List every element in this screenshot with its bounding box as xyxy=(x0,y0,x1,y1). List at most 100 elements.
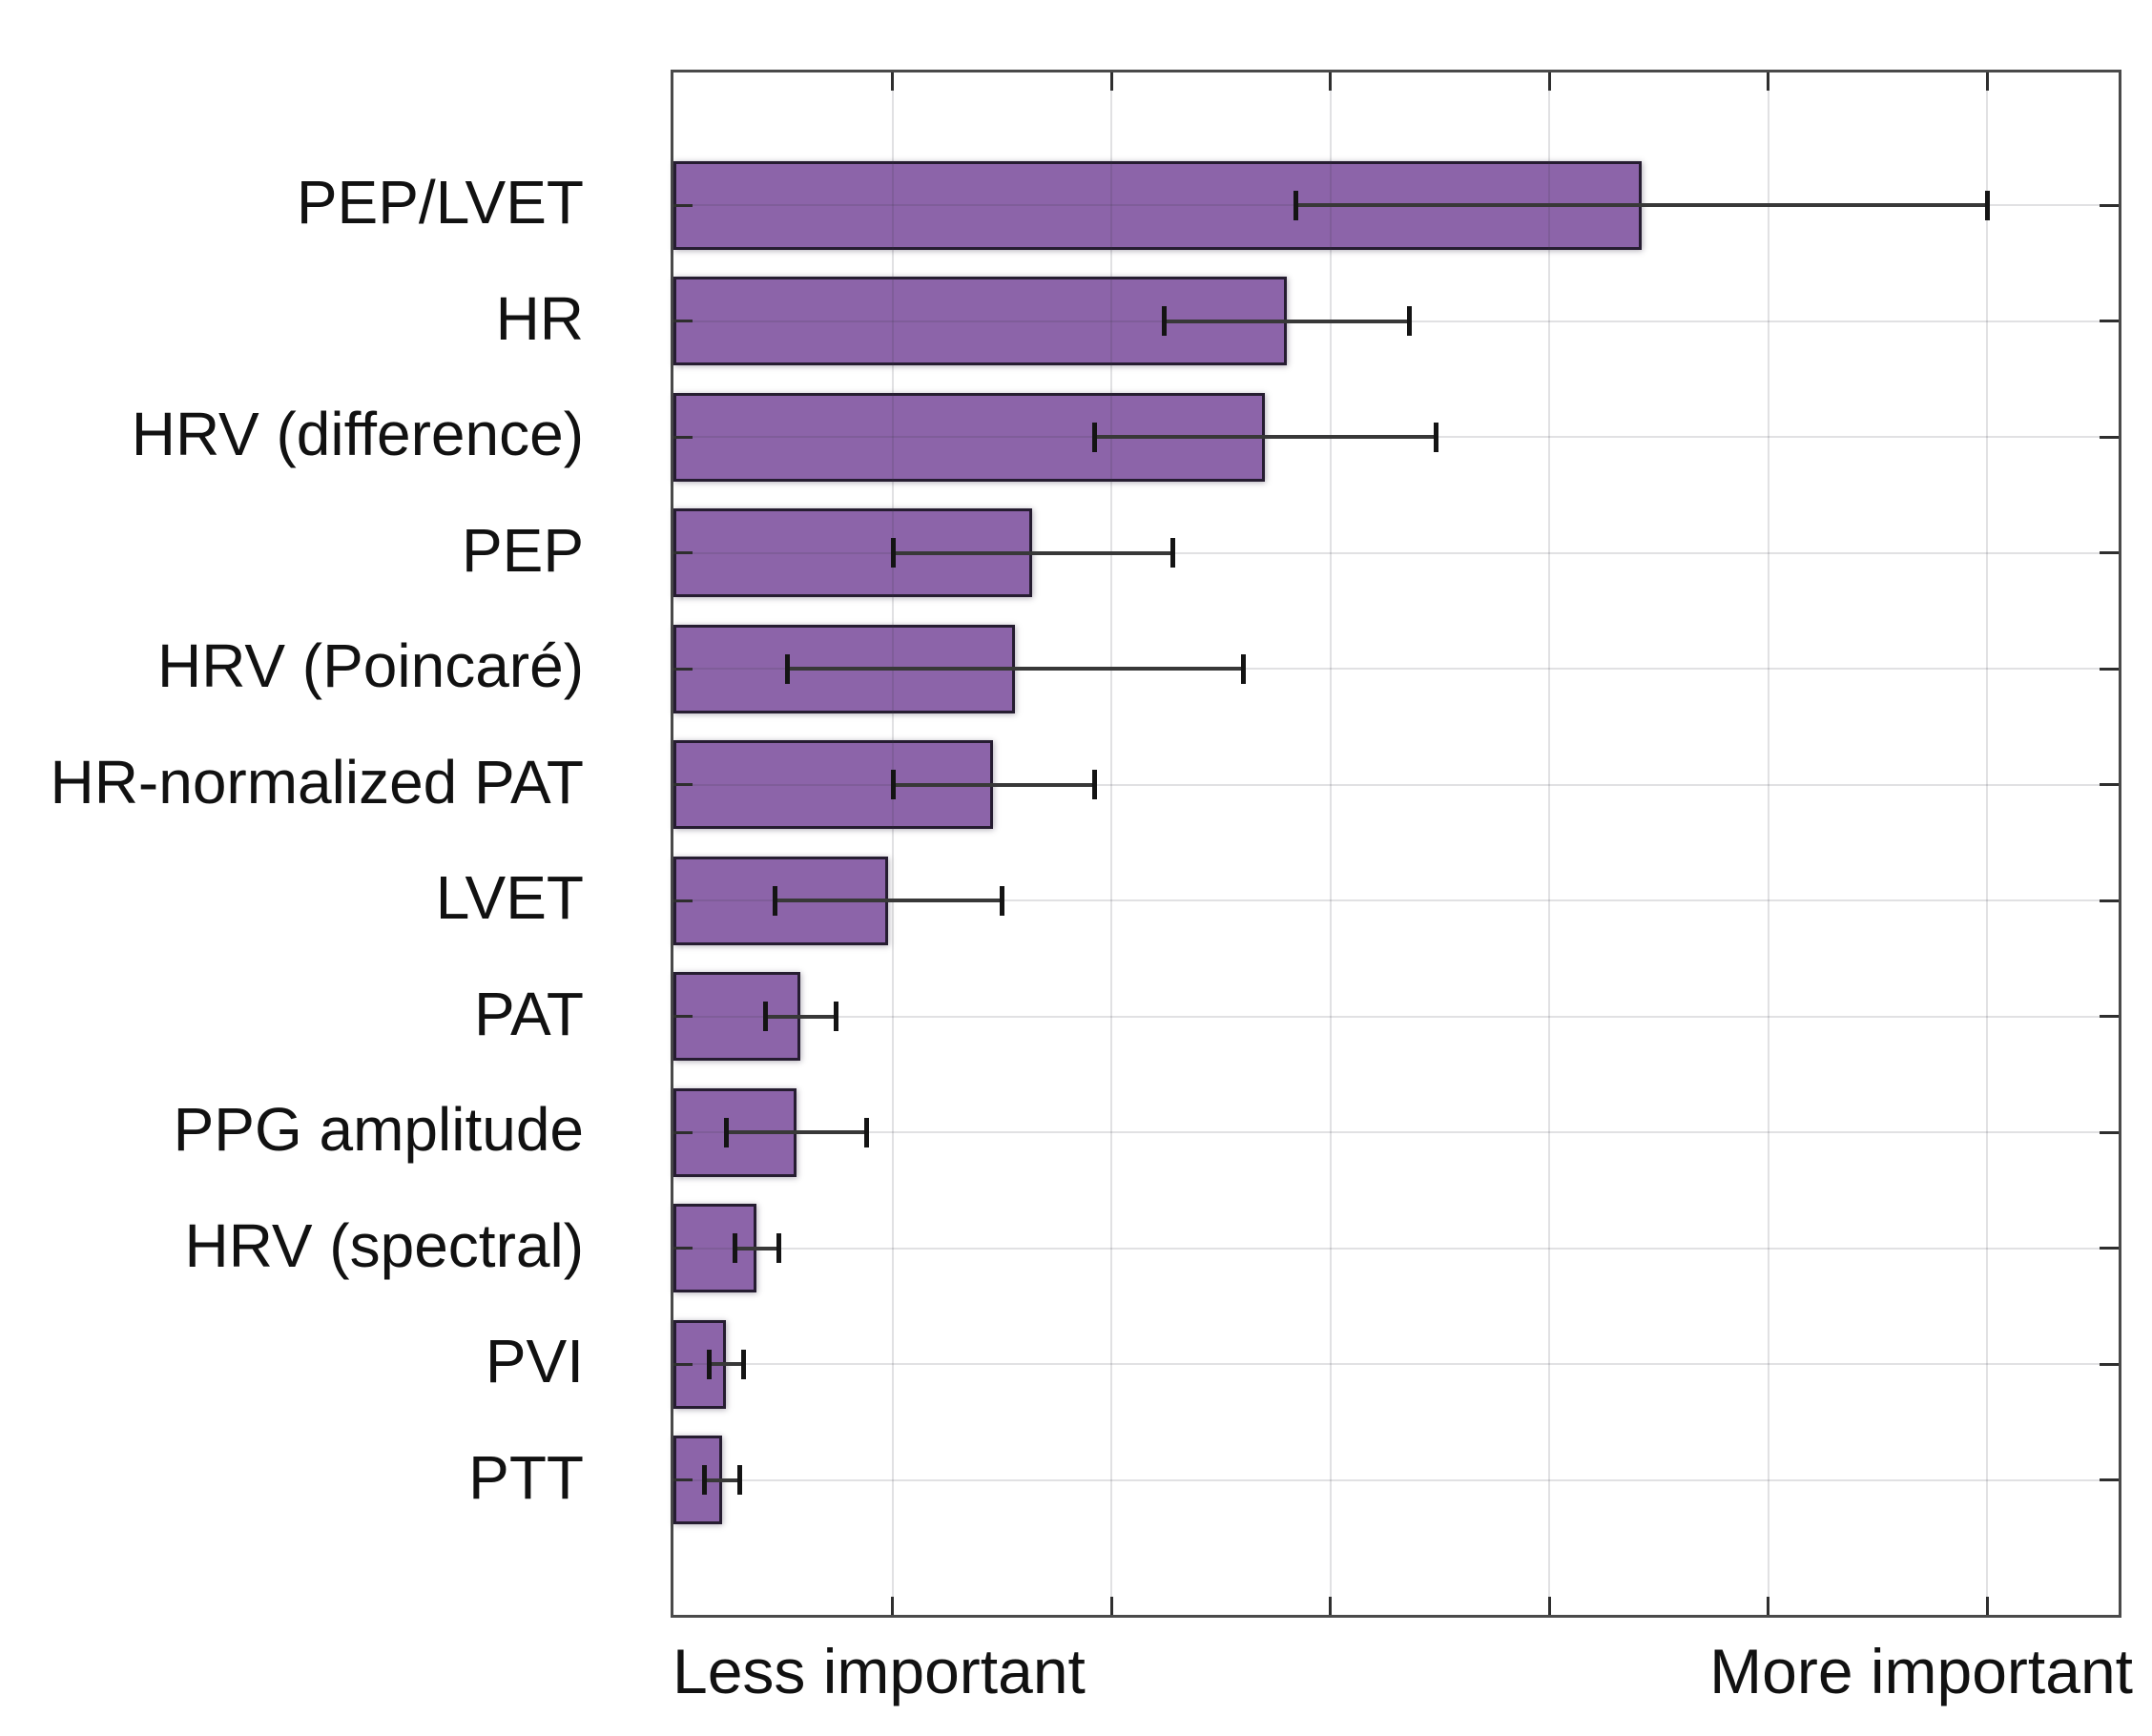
grid-line-horizontal xyxy=(673,1131,2119,1133)
y-tick-left xyxy=(673,435,693,439)
error-bar-cap-low xyxy=(733,1233,738,1263)
y-tick-label: LVET xyxy=(435,863,584,932)
y-tick-left xyxy=(673,551,693,554)
error-bar-cap-high xyxy=(1170,538,1176,568)
y-tick-label: PEP/LVET xyxy=(296,168,584,237)
y-tick-right xyxy=(2100,1015,2119,1018)
error-bar-cap-high xyxy=(864,1117,869,1147)
grid-line-vertical xyxy=(1986,72,1989,1615)
grid-line-horizontal xyxy=(673,551,2119,554)
error-bar-cap-low xyxy=(1091,422,1097,452)
error-bar-line xyxy=(892,782,1094,787)
x-tick-bottom xyxy=(1547,1597,1551,1615)
error-bar-line xyxy=(774,899,1003,902)
y-tick-left xyxy=(673,783,693,786)
y-tick-right xyxy=(2100,1247,2119,1250)
x-tick-top xyxy=(1767,72,1770,91)
grid-line-horizontal xyxy=(673,783,2119,786)
error-bar-cap-low xyxy=(890,538,896,568)
error-bar-cap-low xyxy=(702,1465,708,1495)
y-tick-label: PAT xyxy=(474,979,584,1048)
grid-line-horizontal xyxy=(673,1247,2119,1250)
y-tick-label: PVI xyxy=(485,1327,584,1395)
x-tick-bottom xyxy=(1767,1597,1770,1615)
error-bar-line xyxy=(765,1014,836,1019)
error-bar-cap-high xyxy=(1091,770,1097,799)
bar xyxy=(673,277,1287,365)
grid-line-horizontal xyxy=(673,668,2119,670)
error-bar-line xyxy=(892,550,1173,555)
y-tick-left xyxy=(673,1247,693,1250)
error-bar-cap-high xyxy=(776,1233,782,1263)
y-tick-left xyxy=(673,1130,693,1134)
x-axis-label-more-important: More important xyxy=(1709,1636,2133,1706)
error-bar-cap-low xyxy=(1293,190,1298,220)
y-tick-left xyxy=(673,667,693,671)
y-tick-right xyxy=(2100,1130,2119,1134)
y-tick-label: PPG amplitude xyxy=(173,1095,584,1164)
grid-line-horizontal xyxy=(673,1478,2119,1481)
y-tick-label: PTT xyxy=(468,1442,584,1512)
error-bar-cap-high xyxy=(1407,306,1413,336)
x-tick-bottom xyxy=(1109,1597,1113,1615)
error-bar-cap-high xyxy=(1433,422,1438,452)
error-bar-cap-high xyxy=(833,1002,838,1031)
error-bar-cap-low xyxy=(1162,306,1168,336)
error-bar-cap-high xyxy=(1000,885,1005,916)
y-tick-right xyxy=(2100,320,2119,322)
error-bar-cap-low xyxy=(890,770,896,799)
y-tick-label: HRV (Poincaré) xyxy=(157,631,584,700)
x-tick-top xyxy=(1329,72,1333,91)
grid-line-horizontal xyxy=(673,1015,2119,1018)
y-tick-left xyxy=(673,1015,693,1018)
grid-line-vertical xyxy=(1329,72,1332,1615)
error-bar-line xyxy=(708,1362,744,1366)
y-tick-right xyxy=(2100,899,2119,902)
y-tick-right xyxy=(2100,203,2119,207)
error-bar-cap-low xyxy=(706,1349,712,1379)
error-bar-line xyxy=(787,667,1243,671)
y-tick-left xyxy=(673,899,693,902)
y-tick-right xyxy=(2100,783,2119,786)
y-tick-right xyxy=(2100,1478,2119,1481)
y-tick-label: PEP xyxy=(461,515,584,585)
error-bar-line xyxy=(1093,435,1436,439)
x-tick-bottom xyxy=(1985,1597,1989,1615)
grid-line-vertical xyxy=(1548,72,1551,1615)
error-bar-line xyxy=(726,1130,866,1134)
y-tick-label: HR xyxy=(495,283,584,353)
grid-line-vertical xyxy=(891,72,894,1615)
x-axis-label-less-important: Less important xyxy=(672,1636,1086,1706)
y-tick-left xyxy=(673,203,693,207)
x-tick-bottom xyxy=(891,1597,895,1615)
y-tick-left xyxy=(673,320,693,322)
y-tick-right xyxy=(2100,667,2119,671)
y-tick-left xyxy=(673,1478,693,1481)
error-bar-line xyxy=(735,1246,779,1250)
error-bar-cap-low xyxy=(785,653,791,684)
grid-line-horizontal xyxy=(673,899,2119,901)
y-tick-label: HR-normalized PAT xyxy=(50,747,584,816)
error-bar-cap-high xyxy=(741,1349,747,1379)
y-tick-left xyxy=(673,1362,693,1366)
x-tick-top xyxy=(1985,72,1989,91)
y-tick-right xyxy=(2100,435,2119,439)
error-bar-cap-low xyxy=(763,1002,769,1031)
x-tick-top xyxy=(1109,72,1113,91)
x-tick-bottom xyxy=(1329,1597,1333,1615)
grid-line-vertical xyxy=(1767,72,1769,1615)
grid-line-vertical xyxy=(1110,72,1113,1615)
error-bar-cap-high xyxy=(736,1465,742,1495)
error-bar-cap-high xyxy=(1240,653,1246,684)
y-tick-right xyxy=(2100,1362,2119,1366)
bar xyxy=(673,160,1642,250)
x-tick-top xyxy=(1547,72,1551,91)
grid-line-horizontal xyxy=(673,1363,2119,1365)
x-tick-top xyxy=(891,72,895,91)
error-bar-cap-low xyxy=(772,885,777,916)
error-bar-line xyxy=(1164,319,1410,323)
y-tick-label: HRV (difference) xyxy=(131,400,584,468)
error-bar-line xyxy=(704,1478,739,1482)
y-tick-right xyxy=(2100,551,2119,554)
